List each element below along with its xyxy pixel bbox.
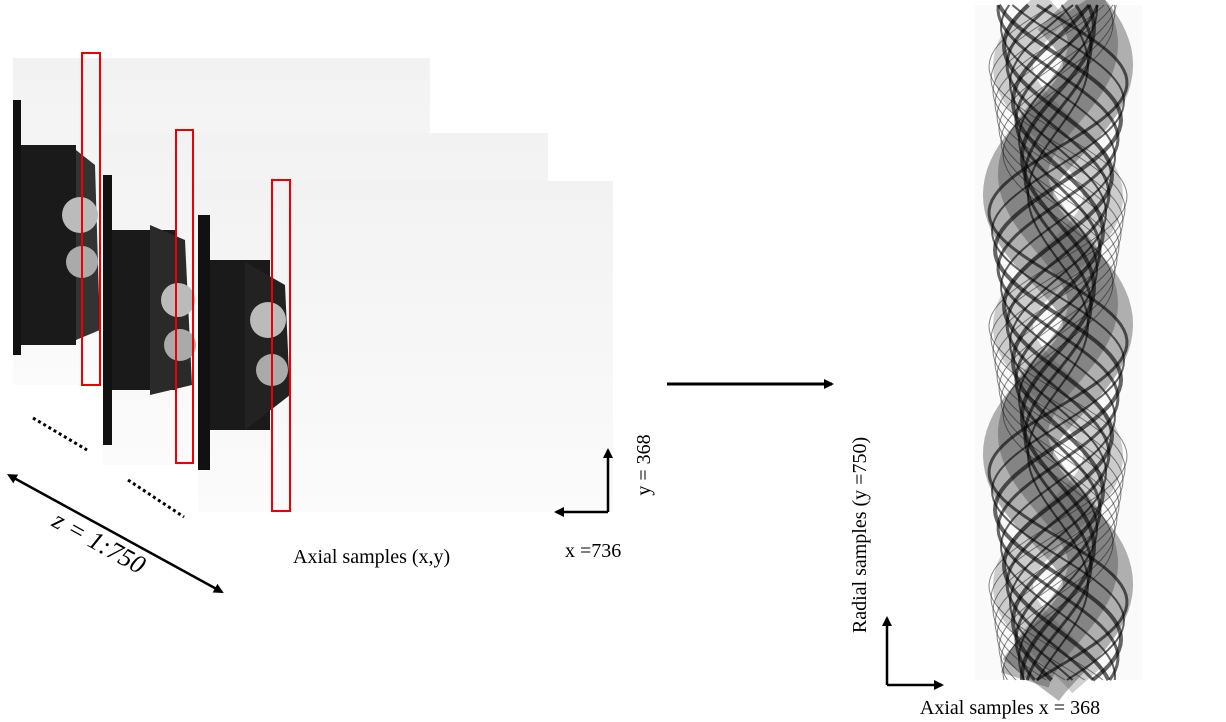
sinogram-trace (992, 3, 1124, 682)
x-size-label: x =736 (565, 540, 621, 562)
sinogram-trace (1017, 4, 1099, 681)
sinogram-trace (1019, 4, 1097, 681)
sinogram-trace (1005, 3, 1111, 682)
sinogram-trace (987, 3, 1129, 682)
body (21, 145, 76, 345)
slice-highlight (81, 52, 101, 386)
bearing (161, 283, 195, 317)
flange (103, 175, 112, 445)
sinogram-trace (996, 4, 1120, 681)
radial-label: Radial samples (y =750) (849, 437, 871, 633)
xray-slice (198, 181, 613, 512)
sinogram (975, 0, 1142, 701)
sinogram-trace (990, 4, 1126, 681)
slice-highlight (175, 129, 194, 464)
sinogram-trace (996, 4, 1120, 681)
sinogram-trace (998, 4, 1118, 681)
sinogram-trace (988, 4, 1128, 681)
z-arrow (6, 474, 224, 594)
sinogram-trace (990, 4, 1126, 681)
bearing (62, 197, 98, 233)
sinogram-trace (1000, 4, 1116, 681)
flange (198, 215, 210, 470)
y-size-label: y = 368 (633, 434, 655, 495)
ellipsis (32, 416, 88, 452)
flange (13, 100, 21, 355)
body (245, 262, 290, 430)
z-label: z = 1:750 (47, 505, 151, 580)
ellipsis (127, 478, 185, 519)
sinogram-trace (1001, 3, 1115, 681)
axial-x-label: Axial samples x = 368 (920, 697, 1100, 719)
sinogram-trace (994, 4, 1122, 681)
slice-highlight (271, 179, 291, 512)
axial-label: Axial samples (x,y) (293, 546, 450, 568)
bearing (164, 329, 196, 361)
sinogram-trace (1002, 4, 1114, 681)
bearing (250, 302, 286, 338)
